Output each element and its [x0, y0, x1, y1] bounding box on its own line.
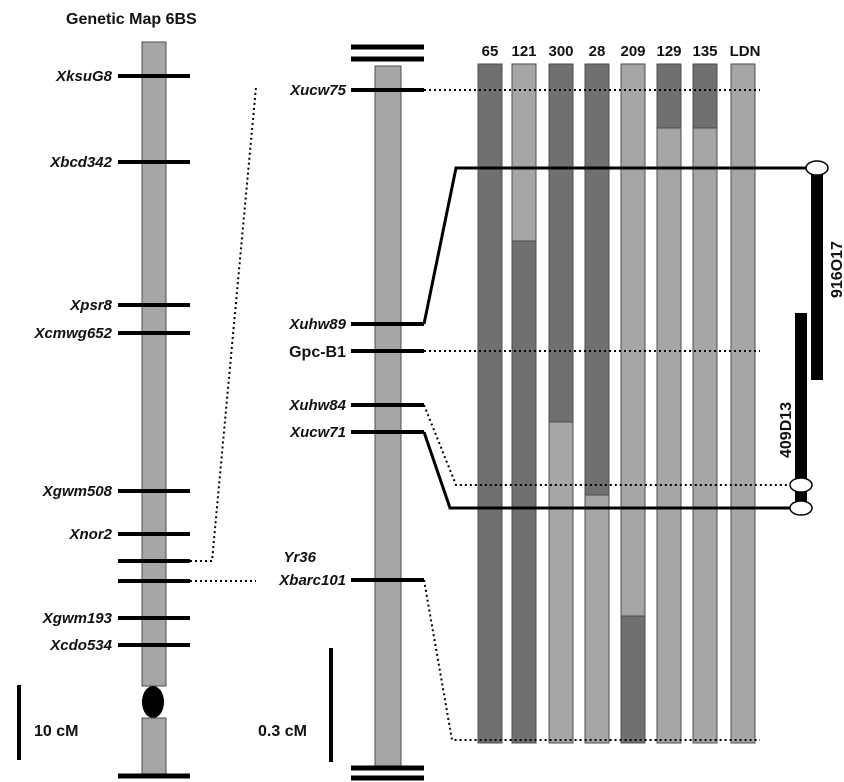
- map-title: Genetic Map 6BS: [66, 11, 197, 28]
- gpc-b1-label: Gpc-B1: [289, 344, 346, 361]
- physical-marker: Gpc-B1: [289, 344, 424, 361]
- genetic-marker-label: Xbcd342: [49, 154, 112, 171]
- projection-xuhw84: [423, 404, 795, 486]
- genetic-marker-label: Xgwm193: [42, 610, 113, 627]
- centromere: [142, 686, 164, 718]
- line-bar-135: [692, 63, 718, 744]
- physical-marker: Xucw75: [289, 82, 424, 99]
- bac-end-oval: [789, 500, 813, 516]
- bac-label-916o17: 916O17: [829, 241, 844, 298]
- physical-chromosome: [374, 65, 402, 769]
- genetic-marker: Xnor2: [68, 526, 190, 543]
- physical-marker-label: Xbarc101: [278, 572, 346, 589]
- physical-marker-label: Xucw75: [289, 82, 347, 99]
- genetic-chromosome-short-arm: [141, 41, 167, 687]
- line-bar-65: [477, 63, 503, 744]
- line-bar-300: [548, 63, 574, 744]
- physical-marker: Xuhw89: [288, 316, 424, 333]
- bac-end-oval: [789, 477, 813, 493]
- line-label: LDN: [730, 43, 761, 60]
- line-bar-ldn: [730, 63, 756, 744]
- bac-clones: 916O17 409D13: [778, 160, 844, 516]
- physical-marker: Xuhw84: [288, 397, 424, 414]
- genetic-marker: Xcdo534: [49, 637, 190, 654]
- recombinant-lines: 65 121 300 28 209 129: [477, 43, 761, 744]
- line-bar-209: [620, 63, 646, 744]
- genetic-map: XksuG8 Xbcd342 Xpsr8 Xcmwg652 Xgwm508 Xn…: [17, 41, 190, 779]
- physical-marker: Xbarc101: [278, 572, 424, 589]
- connector-dotted-top: [190, 86, 257, 562]
- line-label: 65: [482, 43, 499, 60]
- interval-line-top: [422, 166, 806, 325]
- line-label: 28: [589, 43, 606, 60]
- scale-label-10cm: 10 cM: [34, 723, 78, 740]
- genetic-marker-label: Xgwm508: [42, 483, 113, 500]
- genetic-marker: Xcmwg652: [33, 325, 190, 342]
- bac-label-409d13: 409D13: [778, 402, 795, 458]
- interval-line-bottom: [422, 431, 806, 510]
- genetic-chromosome-long-arm: [141, 717, 167, 777]
- physical-marker-label: Xucw71: [289, 424, 346, 441]
- physical-map: Xucw75 Xuhw89 Gpc-B1 Xuhw84 Xucw71 Yr36 …: [258, 44, 424, 781]
- bac-916o17: [811, 170, 823, 380]
- line-label: 209: [620, 43, 645, 60]
- genetic-marker-label: Xnor2: [68, 526, 112, 543]
- bac-end-oval: [805, 160, 829, 176]
- scale-label-0-3cm: 0.3 cM: [258, 723, 307, 740]
- genetic-marker-label: Xcdo534: [49, 637, 112, 654]
- genetic-marker-label: XksuG8: [55, 68, 113, 85]
- genetic-marker: Xgwm193: [42, 610, 190, 627]
- line-label: 121: [511, 43, 536, 60]
- physical-marker-label: Xuhw89: [288, 316, 346, 333]
- line-label: 135: [692, 43, 717, 60]
- line-bar-28: [584, 63, 610, 744]
- line-label: 300: [548, 43, 573, 60]
- line-label: 129: [656, 43, 681, 60]
- genetic-marker: Xbcd342: [49, 154, 190, 171]
- genetic-marker: XksuG8: [55, 68, 190, 85]
- genetic-marker-label: Xcmwg652: [33, 325, 112, 342]
- bac-409d13: [795, 313, 807, 508]
- genetic-marker-label: Xpsr8: [69, 297, 112, 314]
- line-bar-129: [656, 63, 682, 744]
- physical-marker-label: Xuhw84: [288, 397, 346, 414]
- genetic-marker: Xpsr8: [69, 297, 190, 314]
- physical-marker: Xucw71: [289, 424, 424, 441]
- yr36-label: Yr36: [283, 549, 316, 566]
- genetic-marker: Xgwm508: [42, 483, 190, 500]
- line-bar-121: [511, 63, 537, 744]
